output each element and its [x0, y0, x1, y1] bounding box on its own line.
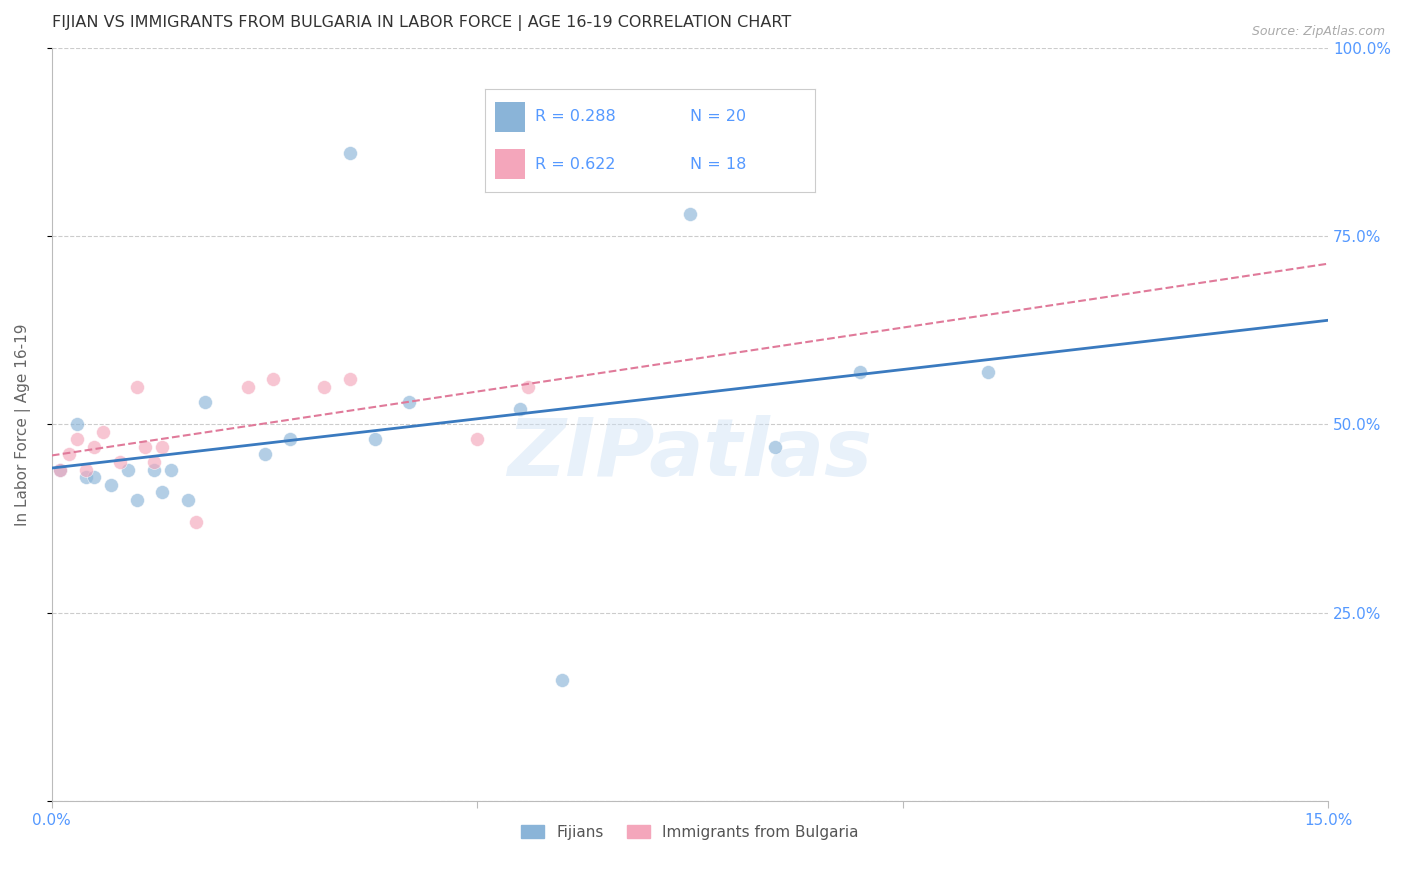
Point: [66, 433, 89, 447]
Point: [142, 462, 165, 476]
Point: [551, 673, 574, 688]
Point: [194, 394, 217, 409]
Point: [339, 146, 361, 161]
Point: [49, 462, 72, 476]
Point: [142, 455, 165, 469]
Point: [679, 206, 702, 220]
Point: [117, 462, 139, 476]
Point: [364, 433, 387, 447]
Point: [75, 470, 97, 484]
Point: [517, 380, 540, 394]
Point: [314, 380, 336, 394]
Point: [49, 462, 72, 476]
Point: [152, 485, 174, 500]
Point: [58, 448, 80, 462]
Point: [763, 440, 786, 454]
Point: [160, 462, 183, 476]
Y-axis label: In Labor Force | Age 16-19: In Labor Force | Age 16-19: [15, 323, 31, 525]
Point: [83, 440, 105, 454]
Point: [278, 433, 301, 447]
Point: [253, 448, 276, 462]
Point: [849, 365, 872, 379]
Point: [262, 372, 284, 386]
Point: [134, 440, 156, 454]
Point: [100, 477, 122, 491]
Point: [465, 433, 488, 447]
Point: [83, 470, 105, 484]
Point: [75, 462, 97, 476]
Point: [509, 402, 531, 417]
Point: [177, 492, 200, 507]
Text: R = 0.288: R = 0.288: [534, 110, 616, 124]
Point: [186, 515, 208, 529]
Text: ZIPatlas: ZIPatlas: [508, 416, 873, 493]
Text: N = 18: N = 18: [690, 157, 747, 171]
Point: [152, 440, 174, 454]
Point: [108, 455, 131, 469]
Text: N = 20: N = 20: [690, 110, 747, 124]
Point: [977, 365, 1000, 379]
FancyBboxPatch shape: [495, 149, 524, 179]
Point: [91, 425, 114, 439]
Point: [339, 372, 361, 386]
Point: [125, 380, 148, 394]
Point: [236, 380, 259, 394]
FancyBboxPatch shape: [495, 102, 524, 132]
Point: [398, 394, 420, 409]
Text: FIJIAN VS IMMIGRANTS FROM BULGARIA IN LABOR FORCE | AGE 16-19 CORRELATION CHART: FIJIAN VS IMMIGRANTS FROM BULGARIA IN LA…: [52, 15, 792, 31]
Text: R = 0.622: R = 0.622: [534, 157, 616, 171]
Text: Source: ZipAtlas.com: Source: ZipAtlas.com: [1251, 25, 1385, 38]
Point: [66, 417, 89, 432]
Point: [125, 492, 148, 507]
Legend: Fijians, Immigrants from Bulgaria: Fijians, Immigrants from Bulgaria: [516, 819, 865, 846]
